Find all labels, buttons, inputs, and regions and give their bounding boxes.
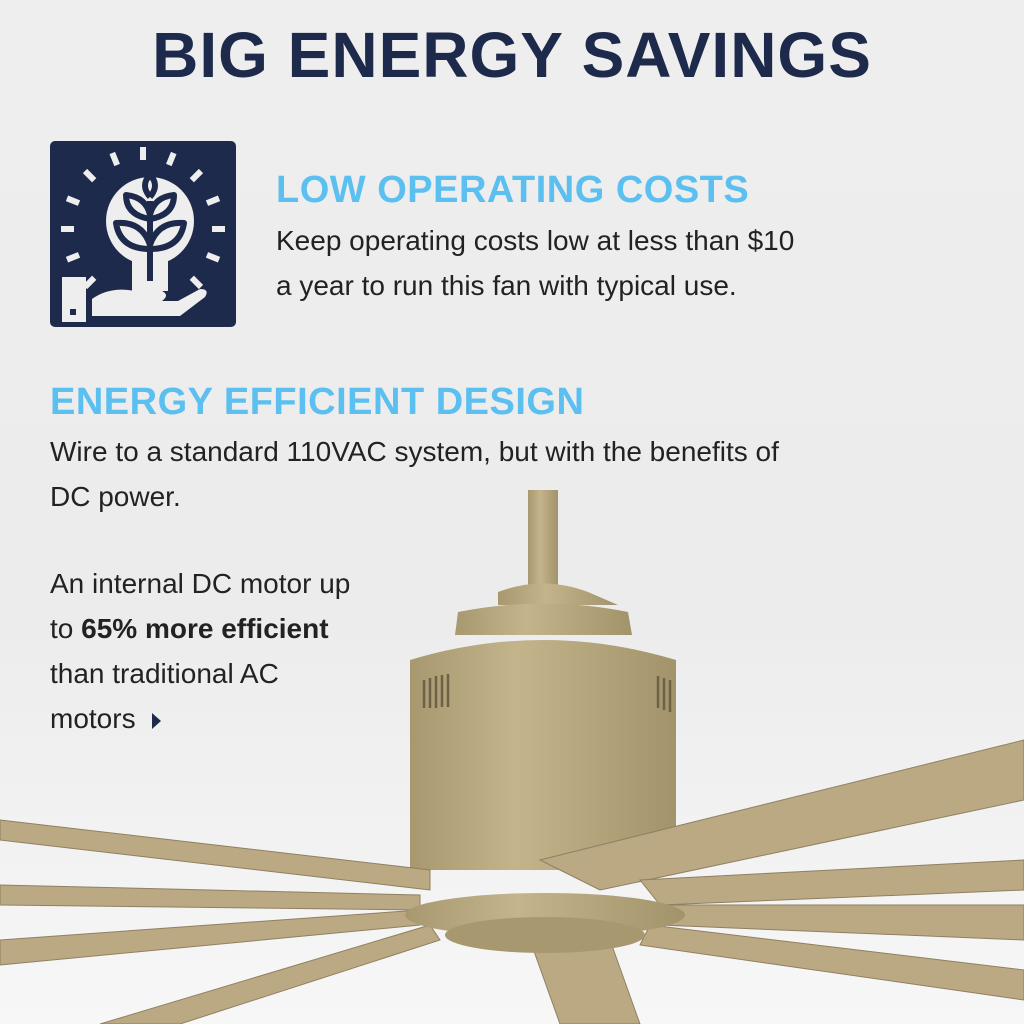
motor-note-line-2-prefix: to: [50, 613, 82, 644]
lightbulb-plant-hand-icon: [50, 141, 236, 327]
motor-note-line-3: than traditional AC: [50, 658, 279, 689]
efficiency-highlight: 65% more efficient: [81, 613, 329, 644]
motor-note-line-4-text: motors: [50, 703, 136, 734]
energy-efficient-design-heading: ENERGY EFFICIENT DESIGN: [50, 381, 585, 423]
energy-efficient-design-line-1: Wire to a standard 110VAC system, but wi…: [50, 436, 779, 467]
energy-efficient-design-line-2: DC power.: [50, 481, 181, 512]
motor-note-line-2: to 65% more efficient: [50, 606, 329, 651]
low-operating-costs-line-1: Keep operating costs low at less than $1…: [276, 225, 795, 256]
low-operating-costs-heading: LOW OPERATING COSTS: [276, 169, 750, 211]
motor-note-line-4: motors: [50, 696, 161, 741]
ceiling-fan-image: [0, 490, 1024, 1024]
motor-note-line-1: An internal DC motor up: [50, 568, 351, 599]
low-operating-costs-line-2: a year to run this fan with typical use.: [276, 270, 737, 301]
play-arrow-icon: [151, 712, 161, 729]
page-title: BIG ENERGY SAVINGS: [152, 19, 872, 91]
